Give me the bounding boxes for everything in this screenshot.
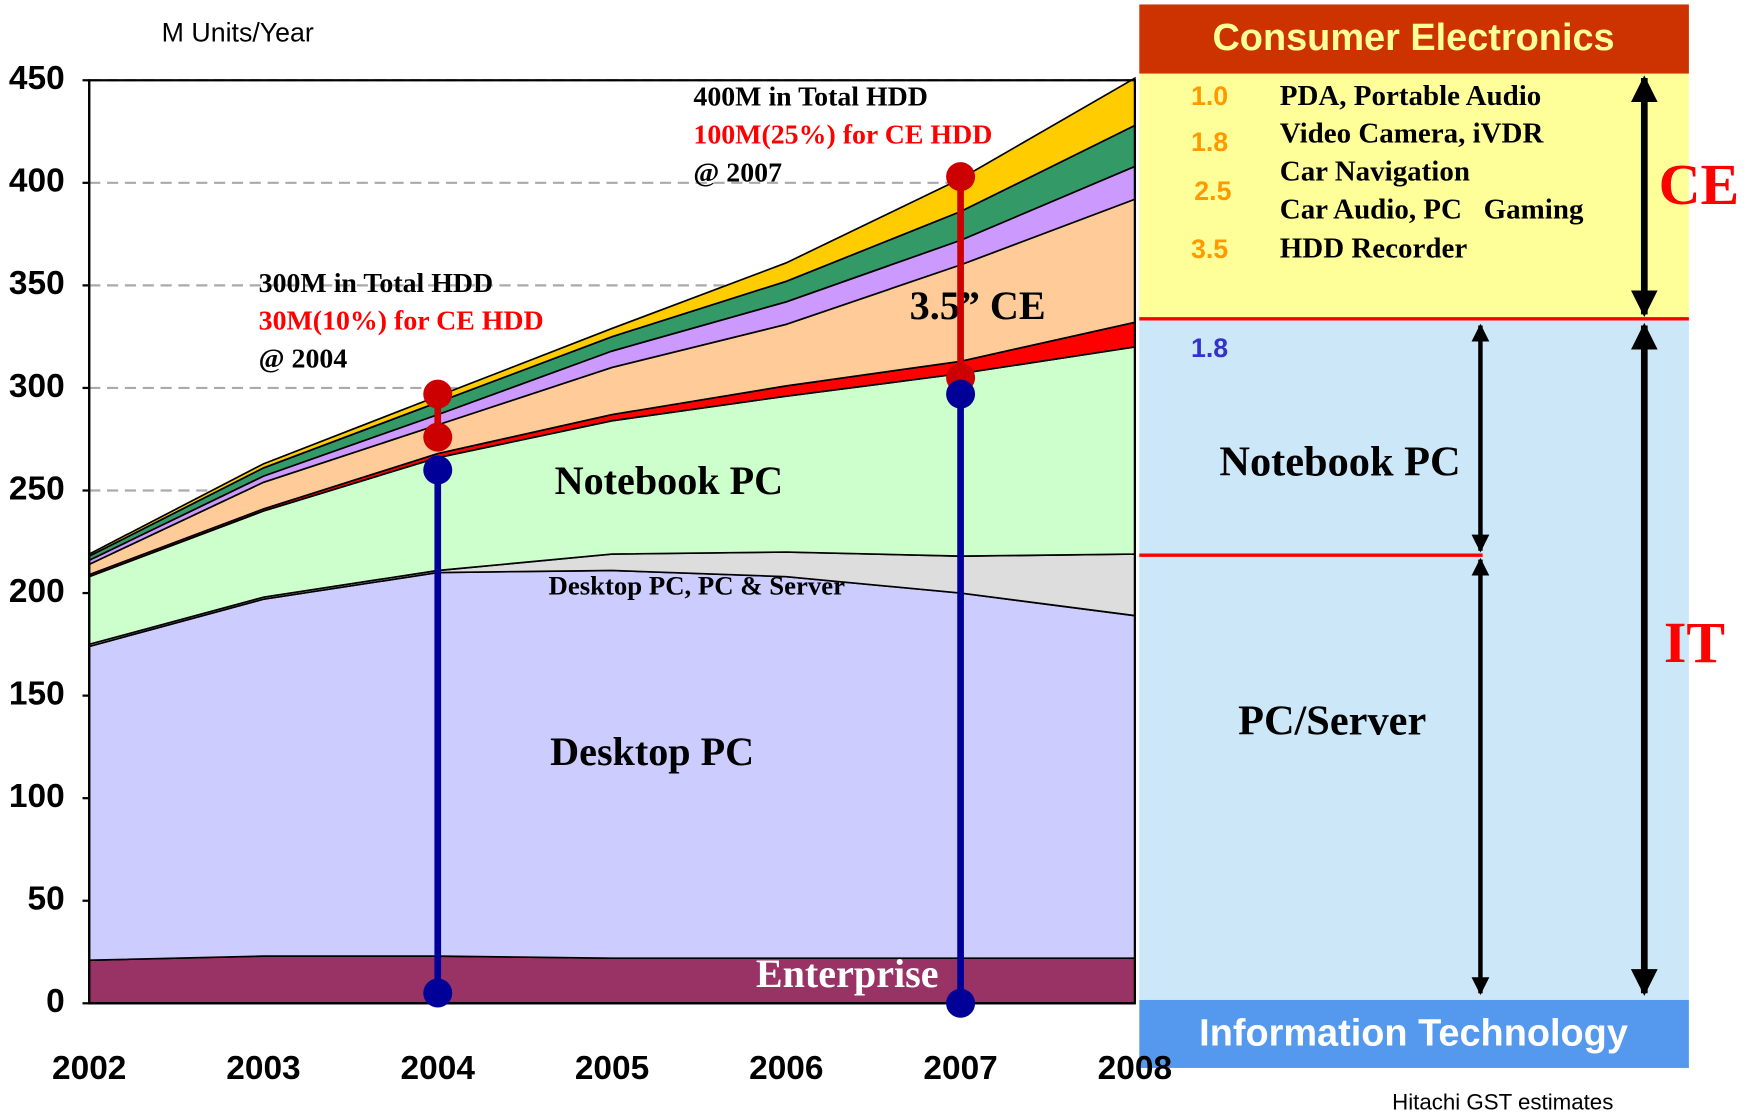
x-tick-label: 2005 — [575, 1050, 649, 1087]
plot — [82, 76, 1136, 1005]
size: 1.8 — [1191, 127, 1228, 157]
y-tick-label: 250 — [9, 470, 65, 507]
segment-label: PC/Server — [1238, 697, 1426, 744]
y-tick-label: 300 — [9, 368, 65, 405]
x-tick-label: 2004 — [401, 1050, 476, 1087]
ce-item: Car Audio, PC Gaming — [1280, 193, 1584, 225]
ce-item: PDA, Portable Audio — [1280, 80, 1542, 112]
size: 1.0 — [1191, 81, 1228, 111]
size: 2.5 — [1194, 176, 1231, 206]
y-tick-label: 350 — [9, 265, 65, 302]
it-dot — [946, 379, 976, 409]
ce-dot — [423, 379, 453, 409]
y-tick-label: 400 — [9, 163, 65, 200]
it-dot — [423, 455, 453, 485]
x-tick-label: 2006 — [749, 1050, 823, 1087]
area — [88, 955, 1136, 1005]
it-title: Information Technology — [1199, 1013, 1628, 1055]
it-dot — [946, 988, 976, 1018]
it-header — [1139, 999, 1689, 1068]
ce-dot — [423, 422, 453, 452]
y-tick-label: 150 — [9, 675, 65, 712]
ce-region — [1139, 73, 1689, 319]
it-dot — [423, 978, 453, 1008]
ce-mark: CE — [1659, 152, 1740, 217]
ce-item: Car Navigation — [1280, 156, 1470, 188]
y-tick-label: 450 — [9, 60, 65, 97]
size: 1.8 — [1191, 333, 1228, 363]
area-label: Enterprise — [756, 951, 939, 996]
ce-item: HDD Recorder — [1280, 232, 1468, 264]
ce-header — [1139, 4, 1689, 74]
ce-title: Consumer Electronics — [1212, 17, 1614, 59]
ce-dot — [946, 162, 976, 192]
annotation: 30M(10%) for CE HDD — [259, 306, 544, 337]
area-label: Desktop PC — [550, 729, 754, 774]
segment-label: Notebook PC — [1219, 439, 1460, 486]
source: Hitachi GST estimates — [1392, 1090, 1613, 1115]
annotation: 300M in Total HDD — [259, 268, 494, 299]
panel: Consumer Electronics 1.0 PDA, Portable A… — [1139, 4, 1740, 1068]
annotation: @ 2007 — [693, 157, 782, 188]
annotation: 100M(25%) for CE HDD — [693, 120, 992, 151]
y-tick-label: 100 — [9, 778, 65, 815]
ce-item: Video Camera, iVDR — [1280, 118, 1545, 150]
y-tick-label: 0 — [46, 983, 65, 1020]
y-tick-label: 50 — [27, 881, 64, 918]
x-tick-label: 2007 — [923, 1050, 997, 1087]
size: 3.5 — [1191, 234, 1228, 264]
x-tick-label: 2008 — [1098, 1050, 1172, 1087]
area-label: 3.5” CE — [910, 283, 1046, 328]
annotation: 400M in Total HDD — [693, 82, 928, 113]
annotation: @ 2004 — [259, 344, 348, 375]
y-tick-label: 200 — [9, 573, 65, 610]
y-axis-label: M Units/Year — [162, 18, 314, 48]
it-region — [1139, 318, 1689, 1000]
it-mark: IT — [1664, 610, 1725, 675]
area-label: Notebook PC — [555, 458, 784, 503]
plot-frame — [88, 79, 1136, 1005]
area-label: Desktop PC, PC & Server — [549, 571, 846, 601]
x-tick-label: 2003 — [226, 1050, 300, 1087]
x-tick-label: 2002 — [52, 1050, 126, 1087]
